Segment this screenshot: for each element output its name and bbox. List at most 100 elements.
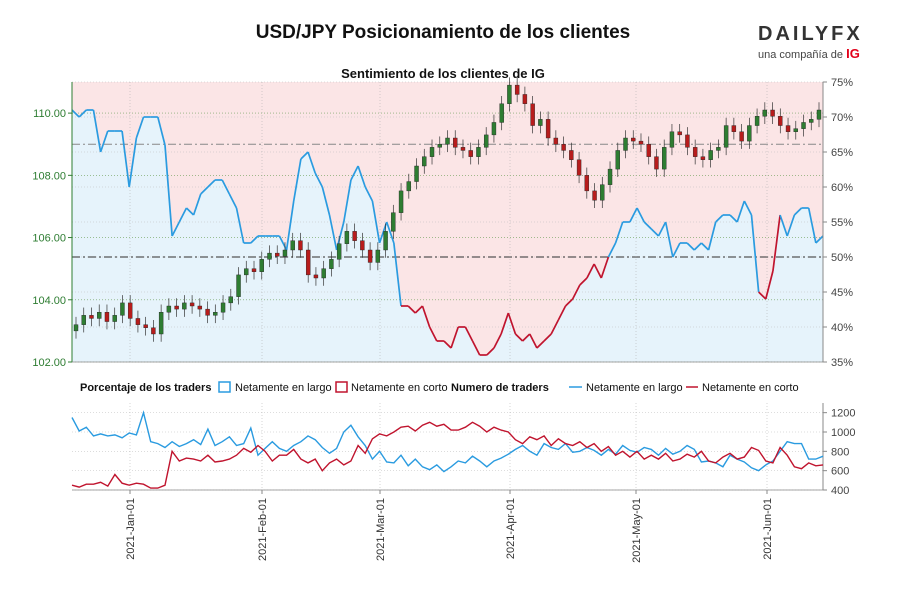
sentiment-line-segment <box>471 340 481 356</box>
sentiment-line-segment <box>292 158 302 202</box>
sentiment-line-segment <box>536 340 545 349</box>
price-candle <box>367 249 373 263</box>
price-candle <box>669 131 675 148</box>
price-candle <box>236 274 241 297</box>
sentiment-line-segment <box>307 151 316 174</box>
sentiment-line-segment <box>135 116 145 139</box>
price-candle <box>453 137 458 148</box>
price-candle <box>584 175 590 192</box>
date-tick-label: 2021-Apr-01 <box>505 498 517 559</box>
sentiment-tick-label: 40% <box>831 322 853 334</box>
price-candle <box>600 184 605 201</box>
price-candle <box>638 140 644 145</box>
sentiment-line-segment <box>393 242 402 307</box>
price-candle <box>762 109 768 117</box>
sentiment-line-segment <box>643 221 652 230</box>
dailyfx-logo: DAILYFX una compañía de IG <box>758 24 868 61</box>
price-candle <box>747 125 752 142</box>
price-candle <box>646 144 651 157</box>
price-candle <box>414 165 419 182</box>
sentiment-line-segment <box>793 207 803 216</box>
price-tick-label: 106.00 <box>32 233 66 245</box>
price-candle <box>716 147 721 151</box>
sentiment-line-segment <box>171 221 181 237</box>
net-short-count-line <box>71 421 824 489</box>
sentiment-line-segment <box>285 200 295 251</box>
sentiment-line-segment <box>564 298 574 307</box>
price-candle <box>344 231 350 244</box>
price-candle <box>166 305 172 313</box>
ig-logo: IG <box>846 46 860 61</box>
sentiment-tick-label: 75% <box>831 77 853 89</box>
price-candle <box>522 94 528 104</box>
sentiment-line-segment <box>357 165 367 188</box>
sentiment-line-segment <box>672 242 681 258</box>
sentiment-line-segment <box>528 333 538 349</box>
count-tick-label: 1000 <box>831 427 855 439</box>
price-candle <box>313 274 319 279</box>
sentiment-line-segment <box>371 200 381 244</box>
price-tick-label: 108.00 <box>32 170 66 182</box>
price-candle <box>329 259 334 269</box>
sentiment-line-segment <box>729 214 738 223</box>
price-candle <box>793 128 798 132</box>
price-candle <box>809 119 814 123</box>
count-tick-label: 800 <box>831 446 849 458</box>
sentiment-line-segment <box>443 340 452 349</box>
sentiment-line-segment <box>779 214 789 237</box>
net-long-area <box>72 110 823 362</box>
price-candle <box>778 116 783 126</box>
price-candle <box>739 131 744 142</box>
sentiment-line-segment <box>407 305 416 314</box>
sentiment-line-segment <box>743 200 753 216</box>
sentiment-line-segment <box>192 193 202 216</box>
price-candle <box>538 119 543 126</box>
price-candle <box>785 125 791 132</box>
price-candle <box>244 268 249 276</box>
legend-num-title: Numero de traders <box>451 382 549 394</box>
sentiment-line-segment <box>614 221 624 244</box>
price-candle <box>120 302 125 316</box>
sentiment-line-segment <box>92 109 102 153</box>
price-candle <box>801 122 806 129</box>
legend-num-short-label: Netamente en corto <box>702 382 799 394</box>
sentiment-line-segment <box>786 214 796 237</box>
sentiment-line-segment <box>772 214 781 272</box>
legend-pct-long-label: Netamente en largo <box>235 382 332 394</box>
price-candle <box>290 240 295 251</box>
sentiment-line-segment <box>600 256 610 279</box>
sentiment-line-segment <box>543 333 552 342</box>
price-candle <box>607 168 613 185</box>
sentiment-line-segment <box>300 151 309 160</box>
price-candle <box>662 147 667 170</box>
price-candle <box>623 137 628 151</box>
price-candle <box>708 150 713 160</box>
sentiment-line-segment <box>121 130 131 188</box>
sentiment-line-segment <box>78 109 87 118</box>
sentiment-line-segment <box>342 179 352 223</box>
sentiment-line-segment <box>364 186 374 202</box>
traders-count-panel: 400 600 800 1000 1200 <box>71 403 855 497</box>
price-candle <box>305 249 311 276</box>
price-candle <box>654 156 659 170</box>
sentiment-line-segment <box>450 326 460 349</box>
sentiment-line-segment <box>686 242 695 251</box>
price-candle <box>700 156 706 160</box>
price-candle <box>298 240 303 251</box>
price-candle <box>251 268 257 272</box>
price-candle <box>631 137 636 142</box>
price-tick-label: 104.00 <box>32 295 66 307</box>
sentiment-line-segment <box>493 333 502 349</box>
date-tick-label: 2021-Jan-01 <box>125 498 137 560</box>
sentiment-line-segment <box>593 263 603 279</box>
price-candle <box>135 318 141 325</box>
price-candle <box>336 243 342 260</box>
price-candle <box>507 84 512 104</box>
price-candle <box>437 144 442 148</box>
sentiment-line-segment <box>207 179 216 188</box>
sentiment-line-segment <box>250 235 259 244</box>
sentiment-line-segment <box>164 144 173 237</box>
price-candle <box>615 150 620 170</box>
price-candle <box>89 315 94 319</box>
logo-sub-text: una compañía de <box>758 49 844 61</box>
